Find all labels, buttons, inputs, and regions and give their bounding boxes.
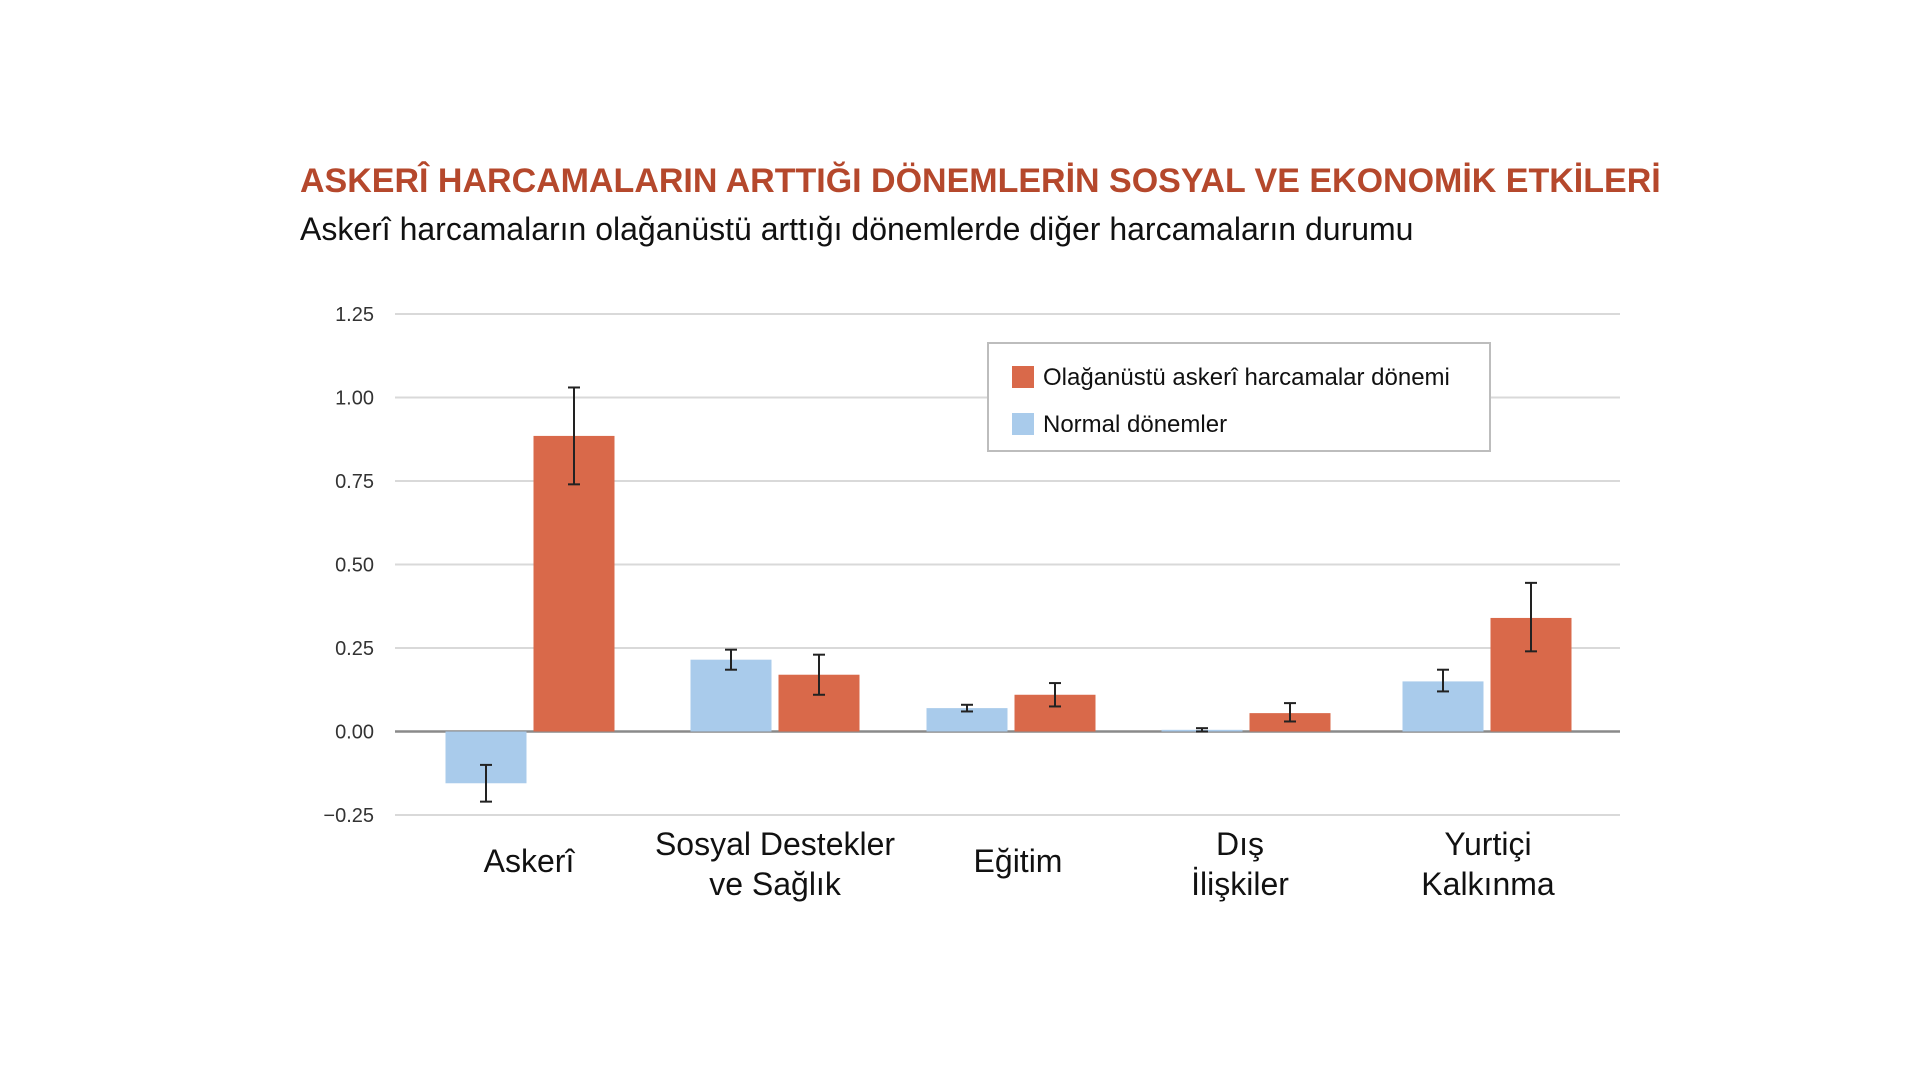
category-label-line: Sosyal Destekler xyxy=(655,826,895,862)
y-tick-label: 1.00 xyxy=(335,388,374,410)
category-label: Eğitim xyxy=(974,843,1063,879)
category-label: Askerî xyxy=(484,843,576,879)
category-label-line: ve Sağlık xyxy=(709,866,842,902)
category-label-line: İlişkiler xyxy=(1191,866,1289,902)
category-label-line: Askerî xyxy=(484,843,576,879)
legend-label: Olağanüstü askerî harcamalar dönemi xyxy=(1043,364,1450,391)
y-tick-label: 1.25 xyxy=(335,304,374,326)
category-label-line: Yurtiçi xyxy=(1444,826,1531,862)
bar xyxy=(690,659,772,732)
x-axis-categories: Askerî Sosyal Destekler ve Sağlık Eğitim Dış… xyxy=(484,826,1555,902)
category-label-line: Dış xyxy=(1216,826,1264,862)
legend: Olağanüstü askerî harcamalar dönemi Norma… xyxy=(987,342,1491,452)
y-tick-label: 0.00 xyxy=(335,722,374,744)
legend-swatch xyxy=(1012,413,1034,435)
chart-title: ASKERÎ HARCAMALARIN ARTTIĞI DÖNEMLERİN S… xyxy=(300,162,1661,200)
category-label-line: Kalkınma xyxy=(1421,866,1555,902)
y-tick-label: 0.75 xyxy=(335,471,374,493)
legend-swatch xyxy=(1012,366,1034,388)
category-label: Sosyal Destekler ve Sağlık xyxy=(655,826,895,902)
y-axis-ticks: 1.25 1.00 0.75 0.50 0.25 0.00 −0.25 xyxy=(323,304,374,827)
bar xyxy=(926,708,1008,732)
category-label: Yurtiçi Kalkınma xyxy=(1421,826,1555,902)
category-label-line: Eğitim xyxy=(974,843,1063,879)
legend-box xyxy=(987,342,1491,452)
chart-subtitle: Askerî harcamaların olağanüstü arttığı d… xyxy=(300,211,1413,247)
error-bars xyxy=(480,386,1537,803)
y-tick-label: −0.25 xyxy=(323,805,374,827)
category-label: Dış İlişkiler xyxy=(1191,826,1289,902)
y-tick-label: 0.25 xyxy=(335,638,374,660)
legend-label: Normal dönemler xyxy=(1043,411,1227,438)
y-tick-label: 0.50 xyxy=(335,555,374,577)
